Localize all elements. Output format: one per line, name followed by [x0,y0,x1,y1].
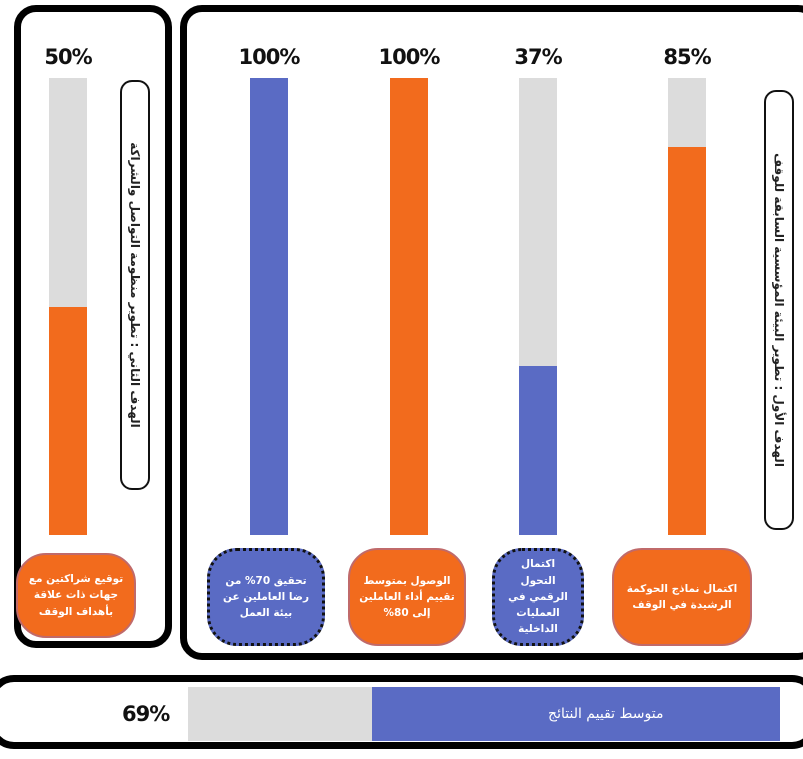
goal-two-title-box: الهدف الثاني : تطوير منظومة التواصل والش… [120,80,150,490]
summary-value-label: 69% [122,702,170,726]
bar-value-label: 85% [663,45,711,69]
bar-track [49,78,87,535]
bar-category-label: اكتمال نماذج الحوكمة الرشيدة في الوقف [612,548,752,646]
bar [49,306,87,535]
summary-bar: متوسط تقييم النتائج [371,687,780,741]
goal-two-title: الهدف الثاني : تطوير منظومة التواصل والش… [128,142,142,428]
bar [519,365,557,535]
bar [250,78,288,535]
goal-one-title-box: الهدف الأول : تطوير البيئة المؤسسية السا… [764,90,794,530]
bar [668,146,706,535]
summary-title: متوسط تقييم النتائج [548,706,664,722]
bar-track [519,78,557,535]
bar-value-label: 100% [238,45,301,69]
bar-category-label: الوصول بمتوسط تقييم أداء العاملين إلى 80… [348,548,466,646]
bar-value-label: 100% [378,45,441,69]
bar-track [250,78,288,535]
summary-bar-track: متوسط تقييم النتائج [188,687,780,741]
bar-track [390,78,428,535]
bar-value-label: 50% [44,45,92,69]
bar-track [668,78,706,535]
bar-category-label: تحقيق 70% من رضا العاملين عن بيئة العمل [207,548,325,646]
bar [390,78,428,535]
bar-category-label: اكتمال التحول الرقمي في العمليات الداخلي… [492,548,584,646]
bar-category-label: توقيع شراكتين مع جهات ذات علاقة بأهداف ا… [16,553,136,638]
goal-one-title: الهدف الأول : تطوير البيئة المؤسسية السا… [772,153,786,467]
bar-value-label: 37% [514,45,562,69]
